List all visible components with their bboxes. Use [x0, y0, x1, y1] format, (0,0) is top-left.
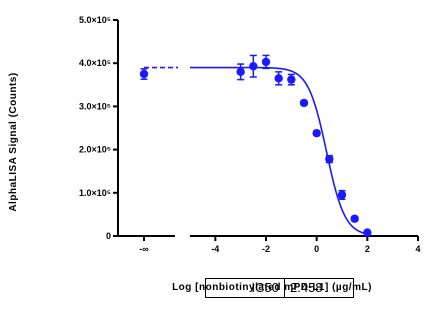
data-point — [350, 214, 359, 223]
ic50-table: IC50 2.458 — [205, 278, 354, 298]
data-point — [274, 74, 283, 83]
data-point — [312, 128, 321, 138]
ic50-value: 2.458 — [284, 278, 354, 298]
data-point — [363, 228, 372, 237]
x-tick-label: 2 — [365, 244, 370, 254]
x-tick-label: -2 — [262, 244, 270, 254]
data-point — [287, 75, 296, 84]
data-points-group — [139, 54, 372, 237]
x-tick-label: 4 — [415, 244, 420, 254]
x-tick-label: -4 — [211, 244, 219, 254]
data-point — [325, 154, 334, 164]
data-point-zero-dose — [139, 69, 149, 79]
x-tick-label-neg-infinity: -∞ — [139, 244, 149, 254]
y-axis — [113, 19, 119, 237]
y-tick-label: 2.0×10⁵ — [79, 145, 111, 155]
fit-curve-group — [144, 66, 372, 236]
y-tick-label: 1.0×10⁵ — [79, 188, 111, 198]
y-axis-label: AlphaLISA Signal (Counts) — [8, 72, 19, 211]
data-point — [337, 190, 347, 200]
y-tick-label: 4.0×10⁵ — [79, 58, 111, 68]
y-tick-labels: 0 1.0×10⁵ 2.0×10⁵ 3.0×10⁵ 4.0×10⁵ 5.0×10⁵ — [79, 15, 111, 241]
y-tick-label: 3.0×10⁵ — [79, 101, 111, 111]
ic50-label: IC50 — [205, 278, 285, 298]
fit-curve — [190, 66, 372, 236]
x-axis — [118, 235, 419, 241]
x-tick-labels: -∞ -4 -2 0 2 4 — [139, 244, 420, 254]
data-point — [299, 98, 309, 108]
y-tick-label: 0 — [106, 231, 111, 241]
data-point — [236, 67, 245, 77]
x-tick-label: 0 — [314, 244, 319, 254]
data-point — [249, 62, 258, 71]
y-tick-label: 5.0×10⁵ — [79, 15, 111, 25]
data-point — [261, 57, 271, 67]
